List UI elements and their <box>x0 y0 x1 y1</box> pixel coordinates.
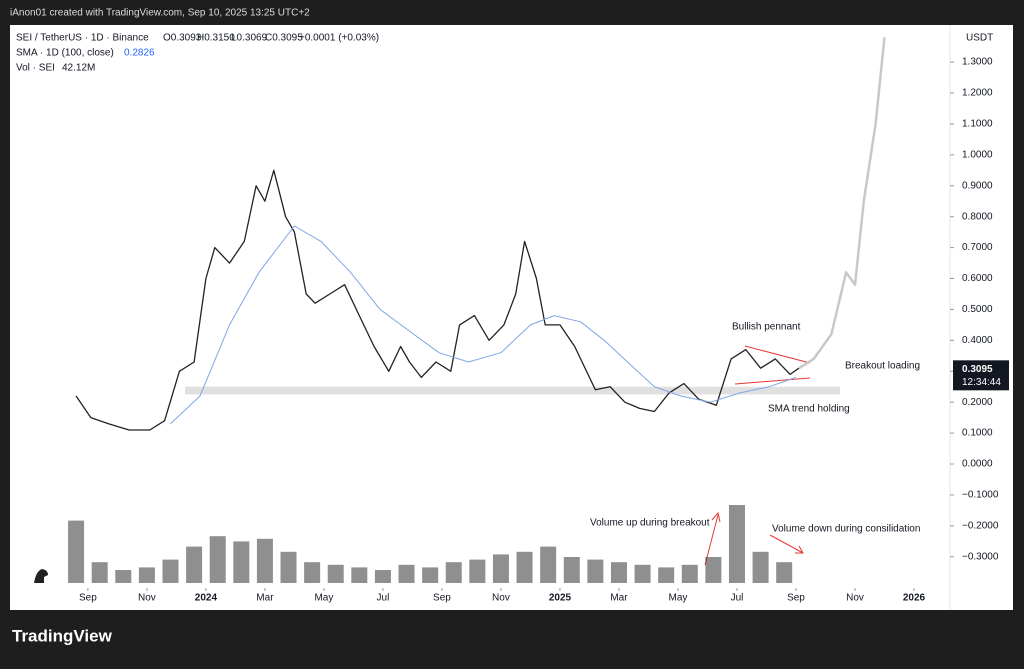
volume-bar <box>681 564 698 583</box>
x-tick-label: Nov <box>138 593 156 604</box>
countdown: 12:34:44 <box>962 377 1001 388</box>
volume-bar <box>256 538 273 583</box>
x-tick-label: Jul <box>377 593 390 604</box>
volume-bar <box>492 554 509 583</box>
support-zone <box>185 386 840 395</box>
volume-bar <box>752 551 769 583</box>
volume-bar <box>587 559 604 583</box>
last-price-box <box>953 360 1009 391</box>
x-tick-label: Jul <box>731 593 744 604</box>
legend-sma-value: 0.2826 <box>124 48 155 59</box>
volume-bar <box>445 562 462 583</box>
volume-bar <box>540 546 557 583</box>
volume-bar <box>398 564 415 583</box>
y-tick-label: −0.3000 <box>962 551 999 562</box>
volume-bar <box>658 567 675 583</box>
volume-bar <box>209 536 226 583</box>
volume-bar <box>422 567 439 583</box>
logo-icon <box>34 569 48 583</box>
x-tick-label: May <box>669 593 688 604</box>
x-tick-label: Mar <box>610 593 628 604</box>
volume-bar <box>776 562 793 583</box>
volume-bar <box>469 559 486 583</box>
volume-bar <box>516 551 533 583</box>
x-tick-label: Sep <box>787 593 805 604</box>
x-tick-label: Nov <box>846 593 864 604</box>
annotation: Breakout loading <box>845 361 920 372</box>
legend-vol-value: 42.12M <box>62 63 95 74</box>
x-tick-label: Sep <box>79 593 97 604</box>
legend-symbol: SEI / TetherUS · 1D · Binance <box>16 33 149 44</box>
annotation: SMA trend holding <box>768 404 850 415</box>
volume-bar <box>728 505 745 583</box>
x-tick-label: Mar <box>256 593 274 604</box>
legend-low: L0.3069 <box>231 33 268 44</box>
volume-bar <box>186 546 203 583</box>
volume-bar <box>304 562 321 583</box>
volume-bar <box>563 557 580 583</box>
price-line <box>798 37 886 370</box>
annotation: Bullish pennant <box>732 322 801 333</box>
currency: USDT <box>966 33 993 44</box>
volume-bar <box>233 541 250 583</box>
x-tick-label: 2025 <box>549 593 572 604</box>
y-tick-label: 0.8000 <box>962 211 993 222</box>
legend-vol: Vol · SEI <box>16 63 55 74</box>
x-tick-label: 2026 <box>903 593 926 604</box>
legend-open: O0.3093 <box>163 33 202 44</box>
y-tick-label: 0.1000 <box>962 428 993 439</box>
annotation: Volume up during breakout <box>590 518 710 529</box>
x-tick-label: Nov <box>492 593 510 604</box>
y-tick-label: 0.2000 <box>962 397 993 408</box>
brand: TradingView <box>12 626 113 645</box>
volume-bar <box>610 562 627 583</box>
volume-bar <box>115 570 132 583</box>
y-tick-label: 0.7000 <box>962 242 993 253</box>
volume-bar <box>162 559 179 583</box>
x-tick-label: May <box>314 593 333 604</box>
y-tick-label: 0.9000 <box>962 180 993 191</box>
credit: iAnon01 created with TradingView.com, Se… <box>10 8 310 19</box>
drawings <box>704 345 811 566</box>
y-tick-label: 0.5000 <box>962 304 993 315</box>
y-tick-label: 1.2000 <box>962 88 993 99</box>
volume-bar <box>327 564 344 583</box>
price-line <box>75 169 800 431</box>
volume-bar <box>91 562 108 583</box>
volume-bar <box>374 570 391 583</box>
y-tick-label: 0.6000 <box>962 273 993 284</box>
legend-close: C0.3095 <box>265 33 303 44</box>
x-tick-label: Sep <box>433 593 451 604</box>
volume-bar <box>634 564 651 583</box>
x-tick-label: 2024 <box>195 593 218 604</box>
y-tick-label: −0.2000 <box>962 520 999 531</box>
legend-high: H0.3150 <box>197 33 235 44</box>
chart-panel <box>10 25 1013 610</box>
y-tick-label: 1.3000 <box>962 57 993 68</box>
y-tick-label: 0.4000 <box>962 335 993 346</box>
y-tick-label: 1.0000 <box>962 149 993 160</box>
annotation: Volume down during consilidation <box>772 524 920 535</box>
volume-bar <box>68 520 85 583</box>
volume-bar <box>138 567 155 583</box>
price-line <box>170 225 797 425</box>
volume-bar <box>705 557 722 583</box>
y-tick-label: −0.1000 <box>962 490 999 501</box>
legend-change: +0.0001 (+0.03%) <box>299 33 379 44</box>
volume-bar <box>280 551 297 583</box>
y-tick-label: 1.1000 <box>962 119 993 130</box>
legend-sma: SMA · 1D (100, close) <box>16 48 114 59</box>
volume-bar <box>351 567 368 583</box>
last-price: 0.3095 <box>962 364 993 375</box>
y-tick-label: 0.0000 <box>962 459 993 470</box>
